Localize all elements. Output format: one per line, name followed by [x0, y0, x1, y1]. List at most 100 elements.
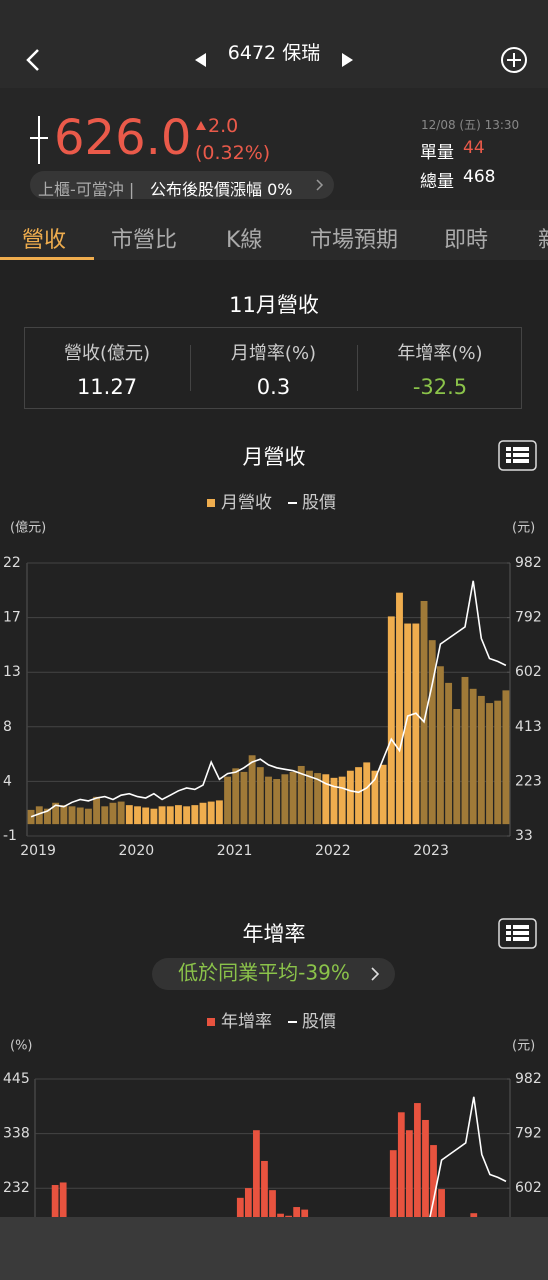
bar — [35, 806, 43, 825]
back-button[interactable] — [22, 47, 46, 73]
bar — [430, 1145, 437, 1217]
subtitle-badge[interactable] — [152, 958, 395, 990]
bar — [314, 773, 322, 825]
legend-label: 股價 — [302, 1012, 336, 1032]
bar — [405, 1130, 413, 1217]
bar — [232, 768, 240, 825]
bar — [59, 1182, 67, 1217]
y-tick-label: 445 — [3, 1071, 30, 1087]
bar — [301, 1209, 309, 1217]
y-tick-label: 13 — [3, 664, 21, 680]
bar — [338, 776, 346, 825]
bar — [371, 770, 379, 825]
bar — [265, 776, 272, 825]
tab[interactable]: 營收 — [22, 228, 67, 253]
bar — [236, 1197, 244, 1217]
bar — [289, 771, 297, 825]
y-axis-label: (%) — [10, 1039, 33, 1054]
subtitle: 低於同業平均-39% — [178, 961, 350, 985]
y2-tick-label: 792 — [515, 610, 542, 626]
y-tick-label: 232 — [3, 1180, 30, 1196]
table-icon-cell — [506, 937, 511, 941]
table-button[interactable] — [498, 918, 537, 949]
tab[interactable]: K線 — [226, 228, 263, 253]
next-button[interactable] — [339, 52, 355, 68]
bar — [44, 808, 51, 825]
bar — [109, 802, 117, 825]
bar — [355, 767, 362, 825]
bar — [215, 800, 223, 825]
x-tick-label: 2020 — [119, 843, 155, 859]
table-icon-cell — [506, 931, 511, 935]
bar — [256, 767, 264, 825]
stat-label: 總量 — [420, 172, 454, 192]
legend-label: 月營收 — [221, 493, 272, 513]
tab[interactable]: 市場預期 — [310, 228, 399, 253]
bar — [68, 806, 76, 825]
tag-market: 上櫃-可當沖 | — [38, 180, 135, 199]
bar — [453, 708, 461, 825]
legend-label: 股價 — [302, 493, 336, 513]
bar — [494, 700, 502, 825]
x-tick-label: 2022 — [315, 843, 351, 859]
bar — [330, 777, 338, 825]
chart-title: 月營收 — [243, 445, 306, 469]
stat-value: 44 — [463, 138, 485, 158]
bar — [207, 801, 215, 825]
y-tick-label: 4 — [3, 773, 12, 789]
bar — [379, 764, 387, 825]
bar — [27, 809, 35, 825]
y-tick-label: 338 — [3, 1126, 30, 1142]
header — [0, 0, 548, 88]
bar — [277, 1213, 284, 1217]
bar — [404, 623, 412, 825]
bar — [273, 779, 281, 825]
y-tick-label: -1 — [3, 828, 17, 844]
bar — [305, 770, 313, 825]
bar — [477, 695, 485, 825]
bar — [412, 623, 420, 825]
bar — [93, 796, 101, 825]
y2-tick-label: 413 — [515, 719, 542, 735]
y-tick-label: 8 — [3, 719, 12, 735]
price: 626.0 — [54, 110, 192, 166]
y-tick-label: 17 — [3, 610, 21, 626]
table-icon-cell — [506, 447, 511, 451]
quote-time: 12/08 (五) 13:30 — [421, 118, 520, 132]
y2-tick-label: 982 — [515, 1071, 542, 1087]
summary-value: 11.27 — [76, 375, 138, 399]
bar — [346, 770, 354, 825]
bar — [199, 802, 207, 825]
bottom-bar — [0, 1217, 548, 1280]
bar — [389, 1150, 397, 1217]
bar — [461, 676, 469, 825]
summary-label: 營收(億元) — [63, 343, 151, 364]
table-icon-row — [513, 459, 529, 463]
bar — [469, 688, 477, 825]
stat-value: 468 — [463, 167, 496, 187]
bar — [397, 1112, 405, 1217]
bar — [322, 774, 330, 825]
tab[interactable]: 市營比 — [111, 228, 178, 253]
bar — [420, 600, 428, 825]
prev-button[interactable] — [193, 52, 209, 68]
table-button[interactable] — [498, 440, 537, 471]
bar — [60, 805, 68, 825]
divider — [357, 345, 358, 391]
tab[interactable]: 即時 — [444, 228, 489, 253]
stat-label: 單量 — [420, 143, 454, 163]
y2-tick-label: 223 — [515, 773, 542, 789]
x-tick-label: 2023 — [413, 843, 449, 859]
tab[interactable]: 新 — [538, 222, 548, 254]
divider — [190, 345, 191, 391]
up-arrow — [196, 121, 206, 130]
bar — [281, 774, 289, 825]
bar — [142, 807, 150, 825]
tag-pill[interactable] — [30, 171, 334, 199]
chevron — [371, 967, 380, 981]
line — [30, 580, 507, 818]
table-icon-cell — [506, 925, 511, 929]
add-button[interactable] — [499, 45, 529, 75]
y2-axis-label: (元) — [512, 1039, 535, 1054]
